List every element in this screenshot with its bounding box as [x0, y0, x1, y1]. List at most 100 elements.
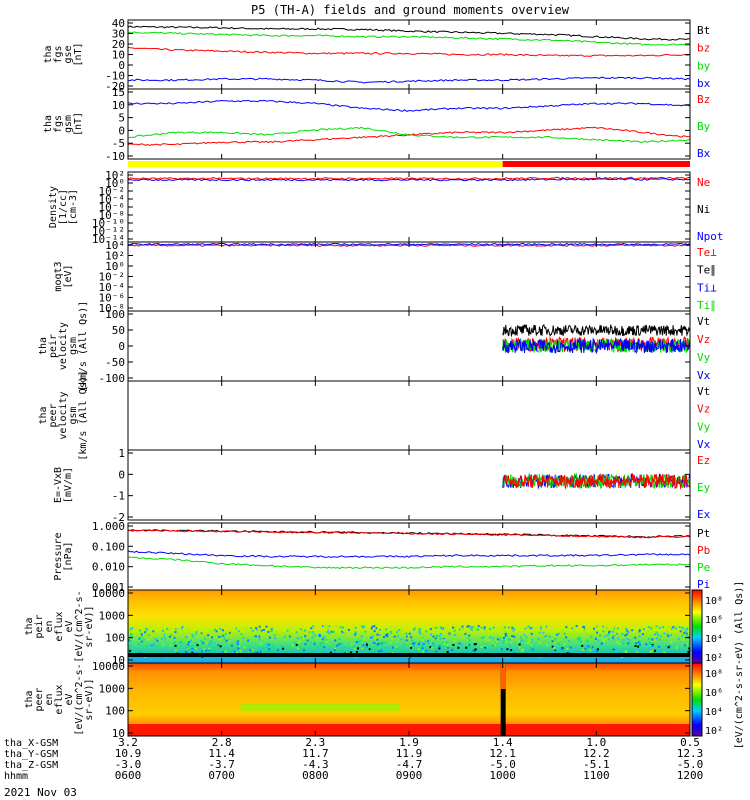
spectrogram-speckle — [502, 637, 505, 640]
spectrogram-speckle — [191, 649, 194, 652]
spectrogram-speckle — [412, 628, 415, 631]
ytick-label: 0 — [118, 59, 125, 72]
spectrogram-speckle — [205, 649, 208, 652]
spectrogram-speckle — [304, 629, 307, 632]
spectrogram-speckle — [657, 645, 660, 648]
spectrogram-speckle — [368, 648, 371, 651]
spectrogram-speckle — [563, 632, 566, 635]
xtick-label: 2.8 — [212, 736, 232, 749]
spectrogram-speckle — [537, 650, 540, 653]
spectrogram-speckle — [138, 634, 141, 637]
spectrogram-speckle — [606, 634, 609, 637]
spectrogram-speckle — [485, 629, 488, 632]
spectrogram-speckle — [253, 635, 256, 638]
spectrogram-speckle — [354, 633, 357, 636]
spectrogram-speckle — [421, 645, 424, 648]
spectrogram-speckle — [624, 650, 627, 653]
spectrogram-speckle — [476, 628, 479, 631]
spectrogram-speckle — [129, 651, 132, 654]
spectrogram-speckle — [315, 635, 318, 638]
ytick-label: 20 — [112, 38, 125, 51]
spectrogram-speckle — [295, 643, 298, 646]
spectrogram-speckle — [152, 642, 155, 645]
spectrogram-speckle — [204, 637, 207, 640]
xtick-label: -5.0 — [489, 758, 516, 771]
spectrogram-speckle — [321, 641, 324, 644]
spectrogram-speckle — [237, 630, 240, 633]
legend-entry: Pt — [697, 527, 710, 540]
spectrogram-speckle — [500, 648, 503, 651]
spectrogram-speckle — [584, 647, 587, 650]
spectrogram-speckle — [329, 649, 332, 652]
spectrogram-speckle — [602, 630, 605, 633]
spectrogram-speckle — [246, 627, 249, 630]
spectrogram-speckle — [425, 649, 428, 652]
spectrogram-speckle — [362, 644, 365, 647]
xtick-label: -3.7 — [208, 758, 235, 771]
spectrogram-speckle — [378, 635, 381, 638]
spectrogram-speckle — [267, 645, 270, 648]
spectrogram-speckle — [668, 625, 671, 628]
spectrogram-speckle — [195, 647, 198, 650]
spectrogram-speckle — [437, 644, 440, 647]
spectrogram-speckle — [505, 635, 508, 638]
spectrogram-speckle — [130, 650, 133, 653]
spectrogram-speckle — [614, 647, 617, 650]
legend-entry: Ni — [697, 203, 710, 216]
ylabel-line: velocity — [58, 322, 69, 370]
spectrogram-speckle — [651, 644, 654, 647]
spectrogram-speckle — [440, 626, 443, 629]
spectrogram-speckle — [150, 644, 153, 647]
ylabel-line: E=-VxB — [53, 467, 64, 503]
spectrogram-speckle — [219, 635, 222, 638]
spectrogram-speckle — [288, 635, 291, 638]
spectrogram-speckle — [464, 632, 467, 635]
ytick-label: 10⁻¹² — [92, 225, 125, 238]
spectrogram-speckle — [154, 637, 157, 640]
spectrogram-speckle — [571, 627, 574, 630]
spectrogram-speckle — [684, 629, 687, 632]
xtick-label: -4.7 — [396, 758, 423, 771]
spectrogram-speckle — [510, 649, 513, 652]
spectrogram-speckle — [626, 631, 629, 634]
ylabel-line: [mV/m] — [63, 467, 74, 503]
spectrogram-speckle — [403, 643, 406, 646]
series-Vx — [502, 337, 691, 355]
ytick-label: 10⁰ — [105, 177, 125, 190]
ytick-label: 1000 — [99, 682, 126, 695]
spectrogram-speckle — [258, 638, 261, 641]
spectrogram-speckle — [466, 638, 469, 641]
spectrogram-speckle — [393, 628, 396, 631]
spectrogram-speckle — [215, 630, 218, 633]
spectrogram-speckle — [185, 646, 188, 649]
ylabel-line: eflux — [54, 611, 65, 641]
spectrogram-speckle — [425, 630, 428, 633]
spectrogram-speckle — [380, 649, 383, 652]
spectrogram-speckle — [354, 629, 357, 632]
spectrogram-speckle — [663, 632, 666, 635]
spectrogram-speckle — [655, 637, 658, 640]
ylabel-line: tha — [24, 690, 35, 708]
series-Bt — [127, 25, 691, 41]
xaxis-row-label: tha_Y-GSM — [4, 749, 58, 760]
spectrogram-speckle — [422, 650, 425, 653]
spectrogram-speckle — [627, 642, 630, 645]
spectrogram-speckle — [469, 651, 472, 654]
series-Pe — [127, 556, 691, 570]
spectrogram-speckle — [556, 638, 559, 641]
legend-entry: Bx — [697, 147, 711, 160]
spectrogram-speckle — [452, 626, 455, 629]
spectrogram-speckle — [237, 647, 240, 650]
spectrogram-speckle — [191, 645, 194, 648]
spectrogram-speckle — [551, 645, 554, 648]
spectrogram-speckle — [167, 633, 170, 636]
spectrogram-speckle — [654, 633, 657, 636]
spectrogram-speckle — [685, 632, 688, 635]
spectrogram-speckle — [638, 635, 641, 638]
spectrogram-speckle — [653, 635, 656, 638]
spectrogram-speckle — [451, 648, 454, 651]
ylabel-line: [cm-3] — [68, 189, 79, 225]
spectrogram-speckle — [350, 643, 353, 646]
spectrogram-speckle — [224, 633, 227, 636]
